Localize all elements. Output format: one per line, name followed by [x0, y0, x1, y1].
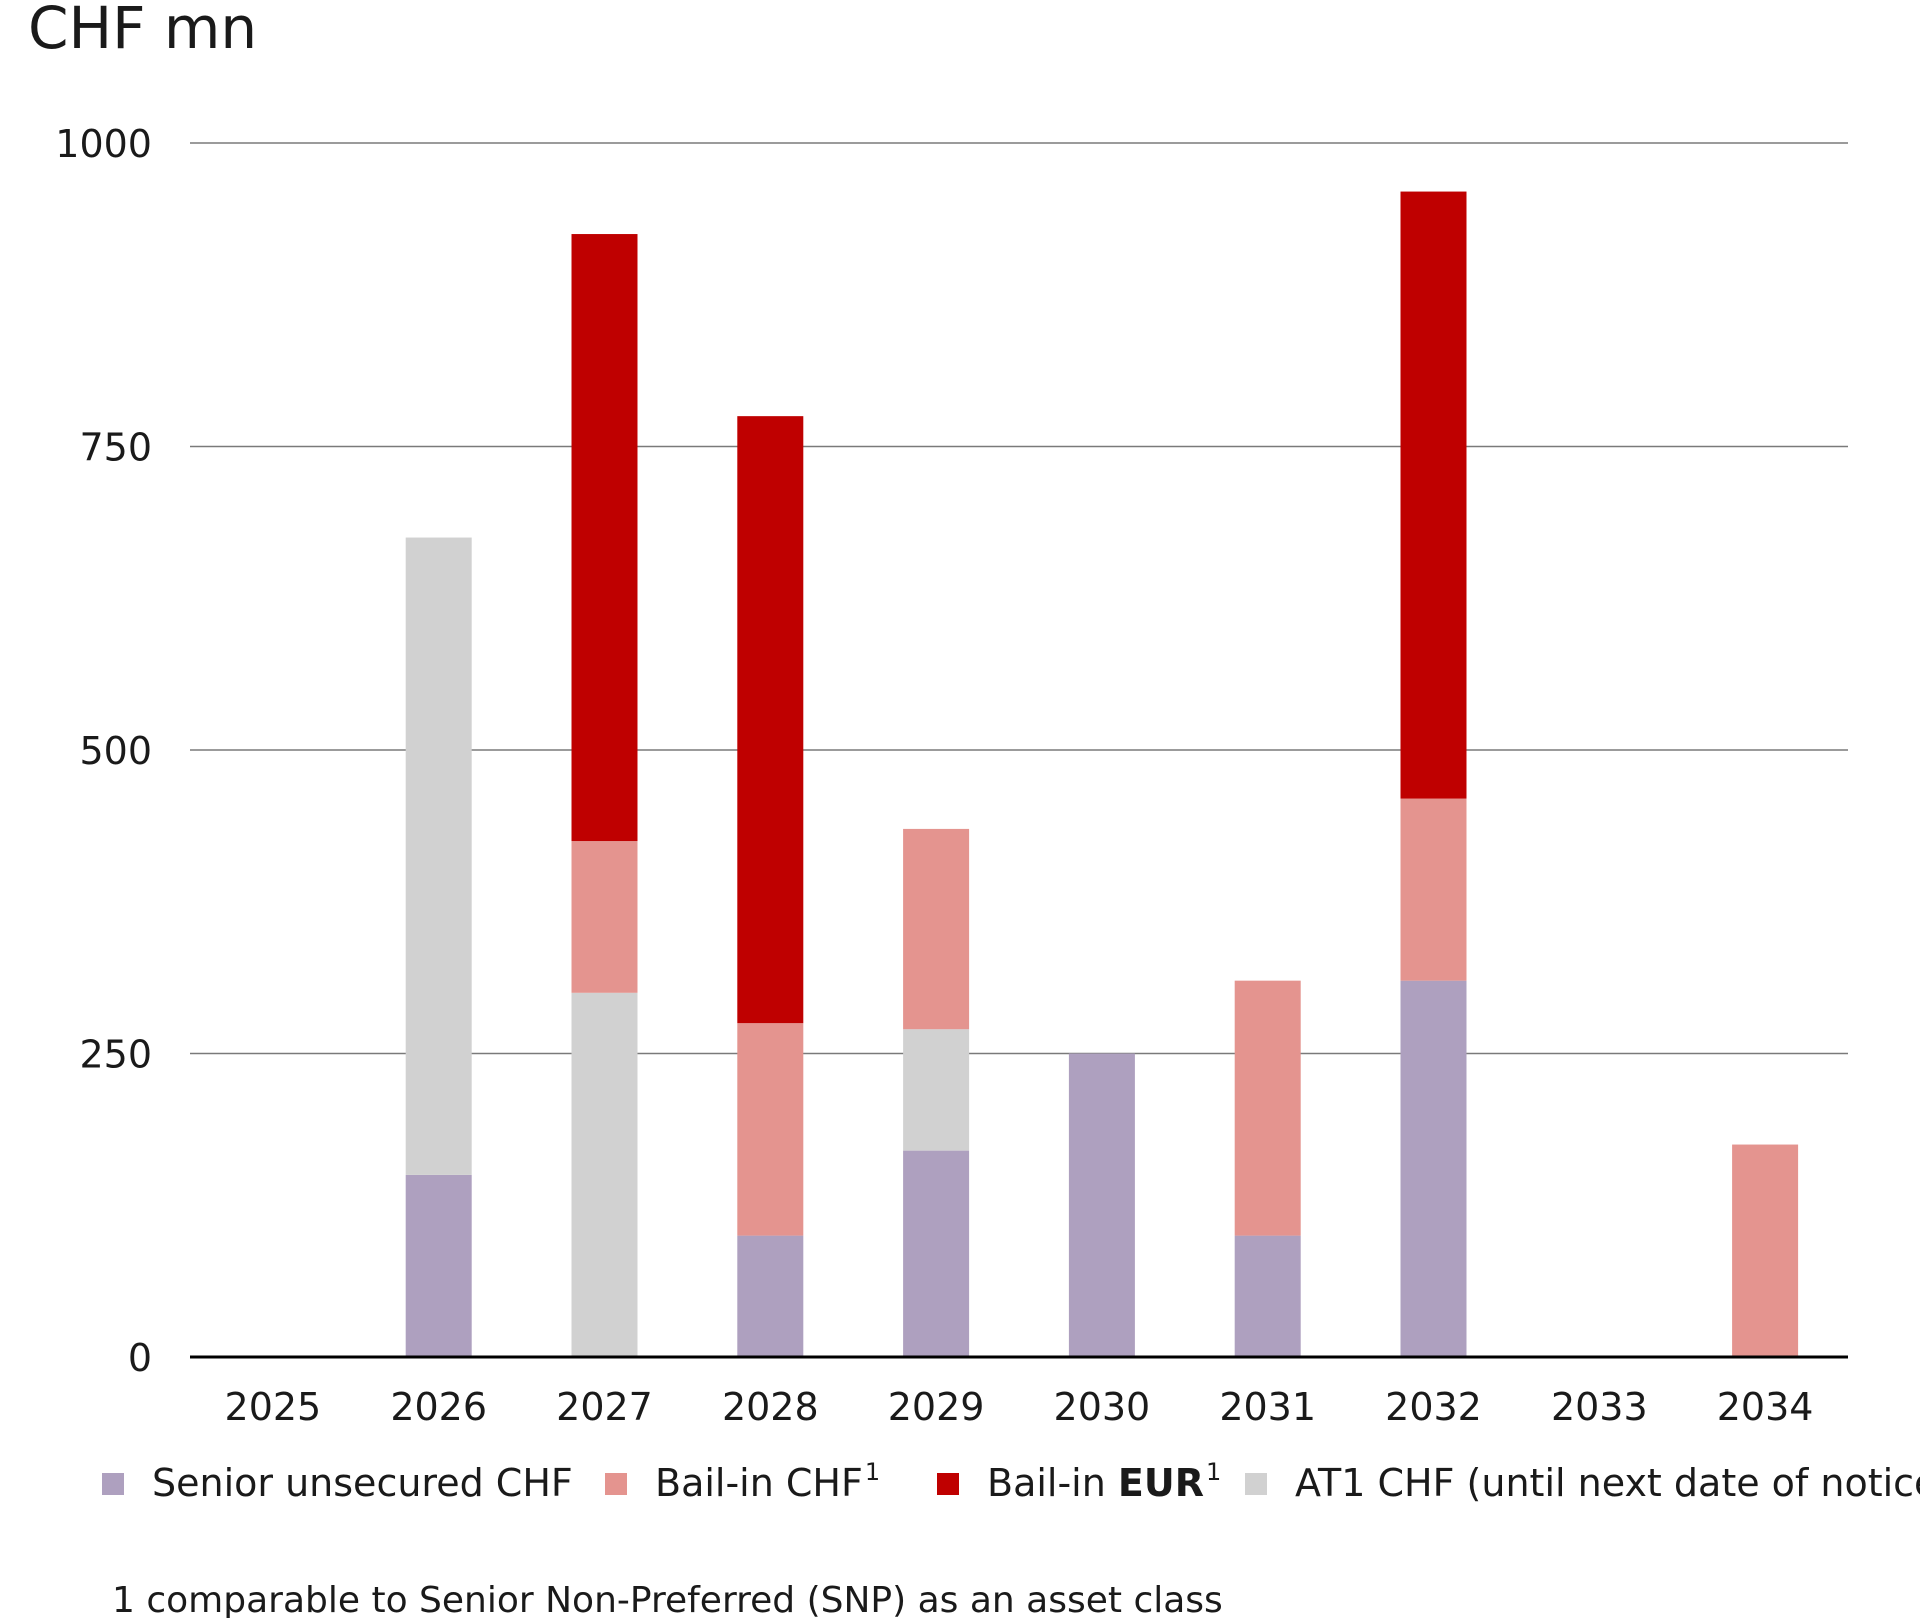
bar-2028-series-0	[737, 1235, 804, 1357]
legend-label: Bail-in EUR1	[987, 1458, 1221, 1505]
bar-2032-series-3	[1400, 191, 1467, 799]
bar-2029-series-1	[903, 1029, 970, 1151]
bar-2027-series-3	[571, 234, 638, 842]
y-tick-label: 250	[79, 1033, 152, 1077]
legend-swatch	[1245, 1473, 1267, 1495]
legend-footnote-marker: 1	[865, 1458, 880, 1486]
x-tick-label: 2033	[1551, 1385, 1648, 1429]
x-tick-label: 2029	[888, 1385, 985, 1429]
legend-label-text: AT1 CHF (until next date of notice)	[1295, 1461, 1920, 1505]
bar-2027-series-2	[571, 841, 638, 993]
bar-2029-series-0	[903, 1150, 970, 1357]
legend-label-text: Senior unsecured CHF	[152, 1461, 573, 1505]
bar-2031-series-2	[1234, 980, 1301, 1236]
y-tick-label: 750	[79, 426, 152, 470]
bar-2027-series-1	[571, 992, 638, 1357]
legend-swatch	[605, 1473, 627, 1495]
bars	[405, 191, 1799, 1357]
bar-2026-series-1	[405, 537, 472, 1175]
legend-swatch	[102, 1473, 124, 1495]
x-tick-label: 2026	[390, 1385, 487, 1429]
bar-2030-series-0	[1068, 1053, 1135, 1357]
unit-label: CHF mn	[28, 0, 257, 62]
bar-2031-series-0	[1234, 1235, 1301, 1357]
x-tick-label: 2025	[225, 1385, 322, 1429]
bar-2032-series-2	[1400, 798, 1467, 981]
bar-2028-series-2	[737, 1023, 804, 1236]
legend-label-text: Bail-in	[987, 1461, 1118, 1505]
footnote: 1 comparable to Senior Non-Preferred (SN…	[112, 1580, 1223, 1618]
y-tick-label: 500	[79, 729, 152, 773]
y-tick-label: 1000	[55, 122, 152, 166]
bar-2026-series-0	[405, 1174, 472, 1357]
legend-label: AT1 CHF (until next date of notice)	[1295, 1461, 1920, 1505]
x-tick-label: 2027	[556, 1385, 653, 1429]
bar-2028-series-3	[737, 416, 804, 1024]
x-tick-label: 2028	[722, 1385, 819, 1429]
y-axis-ticks: 0 250 500 750 1000	[55, 122, 152, 1380]
legend-label: Senior unsecured CHF	[152, 1461, 573, 1505]
bar-2034-series-2	[1732, 1144, 1799, 1357]
x-axis-ticks: 2025 2026 2027 2028 2029 2030 2031 2032 2033 2034	[225, 1385, 1814, 1429]
x-tick-label: 2031	[1219, 1385, 1316, 1429]
bar-2032-series-0	[1400, 980, 1467, 1357]
legend-label: Bail-in CHF1	[655, 1458, 880, 1505]
legend-label-bold: EUR	[1118, 1461, 1204, 1505]
legend-footnote-marker: 1	[1206, 1458, 1221, 1486]
legend: Senior unsecured CHF Bail-in CHF1 Bail-in …	[102, 1458, 1920, 1505]
x-tick-label: 2032	[1385, 1385, 1482, 1429]
y-tick-label: 0	[128, 1336, 152, 1380]
legend-label-text: Bail-in CHF	[655, 1461, 863, 1505]
x-tick-label: 2030	[1054, 1385, 1151, 1429]
bar-2029-series-2	[903, 828, 970, 1030]
legend-swatch	[937, 1473, 959, 1495]
x-tick-label: 2034	[1717, 1385, 1814, 1429]
